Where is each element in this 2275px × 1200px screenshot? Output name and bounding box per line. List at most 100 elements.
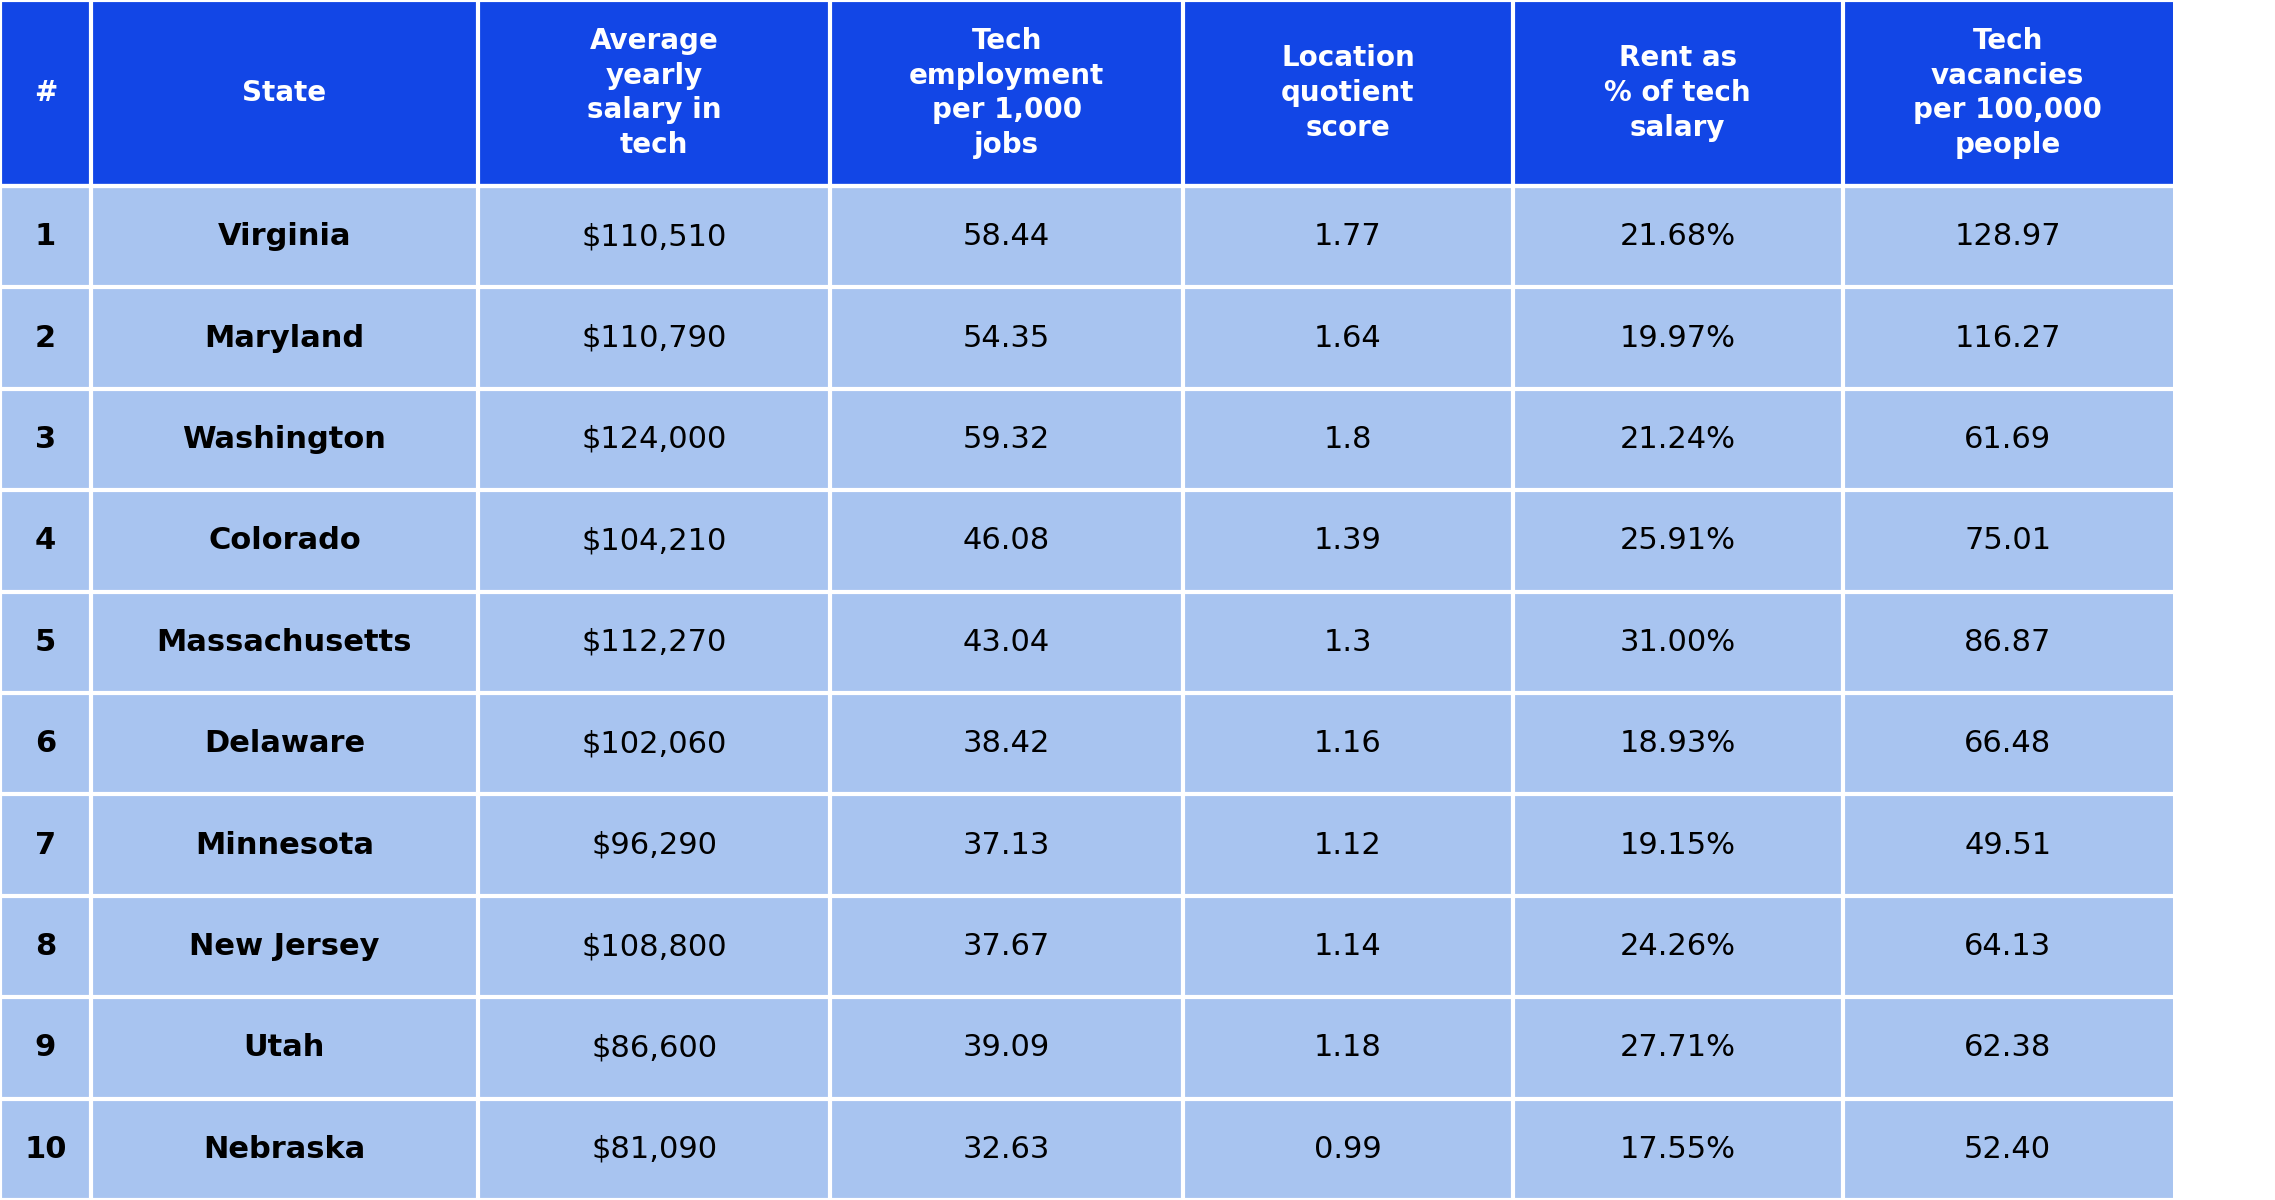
Text: 62.38: 62.38 [1963, 1033, 2052, 1062]
Bar [1843, 186, 2173, 288]
Bar [91, 895, 478, 997]
Text: $86,600: $86,600 [592, 1033, 717, 1062]
Text: 19.97%: 19.97% [1620, 324, 1736, 353]
Bar [830, 895, 1183, 997]
Text: 37.13: 37.13 [962, 830, 1051, 859]
Bar [1513, 997, 1843, 1099]
Text: 17.55%: 17.55% [1620, 1135, 1736, 1164]
Bar [91, 692, 478, 794]
Bar [0, 592, 91, 692]
Text: 27.71%: 27.71% [1620, 1033, 1736, 1062]
Text: $112,270: $112,270 [582, 628, 726, 656]
Bar [91, 186, 478, 288]
Bar [1513, 692, 1843, 794]
Text: 3: 3 [34, 425, 57, 454]
Bar [0, 794, 91, 895]
Bar [1513, 1099, 1843, 1200]
Text: Minnesota: Minnesota [196, 830, 373, 859]
Text: 1.8: 1.8 [1324, 425, 1372, 454]
Bar [478, 1099, 830, 1200]
Text: 25.91%: 25.91% [1620, 527, 1736, 556]
Bar [0, 895, 91, 997]
Bar [1843, 794, 2173, 895]
Text: $96,290: $96,290 [592, 830, 717, 859]
Bar [1183, 0, 1513, 186]
Text: Virginia: Virginia [218, 222, 350, 251]
Bar [1843, 997, 2173, 1099]
Text: 64.13: 64.13 [1963, 932, 2052, 961]
Text: $110,790: $110,790 [582, 324, 726, 353]
Bar [830, 997, 1183, 1099]
Text: #: # [34, 79, 57, 107]
Bar [0, 186, 91, 288]
Bar [1843, 0, 2173, 186]
Text: 7: 7 [34, 830, 57, 859]
Bar [1183, 490, 1513, 592]
Text: 1.77: 1.77 [1315, 222, 1381, 251]
Text: 1.14: 1.14 [1315, 932, 1381, 961]
Bar [91, 0, 478, 186]
Text: 21.68%: 21.68% [1620, 222, 1736, 251]
Bar [478, 997, 830, 1099]
Bar [0, 997, 91, 1099]
Bar [0, 0, 91, 186]
Text: 75.01: 75.01 [1963, 527, 2052, 556]
Text: 31.00%: 31.00% [1620, 628, 1736, 656]
Text: 24.26%: 24.26% [1620, 932, 1736, 961]
Text: State: State [243, 79, 325, 107]
Text: Utah: Utah [243, 1033, 325, 1062]
Bar [1183, 895, 1513, 997]
Bar [0, 490, 91, 592]
Text: New Jersey: New Jersey [189, 932, 380, 961]
Bar [1513, 592, 1843, 692]
Bar [830, 592, 1183, 692]
Text: Tech
vacancies
per 100,000
people: Tech vacancies per 100,000 people [1913, 28, 2102, 158]
Text: 37.67: 37.67 [962, 932, 1051, 961]
Bar [1513, 895, 1843, 997]
Text: Nebraska: Nebraska [202, 1135, 366, 1164]
Bar [91, 997, 478, 1099]
Text: 54.35: 54.35 [962, 324, 1051, 353]
Bar [478, 794, 830, 895]
Text: 19.15%: 19.15% [1620, 830, 1736, 859]
Bar [1843, 895, 2173, 997]
Bar [1843, 592, 2173, 692]
Text: 4: 4 [34, 527, 57, 556]
Text: $124,000: $124,000 [582, 425, 726, 454]
Text: Tech
employment
per 1,000
jobs: Tech employment per 1,000 jobs [910, 28, 1103, 158]
Bar [91, 490, 478, 592]
Text: 116.27: 116.27 [1954, 324, 2061, 353]
Text: Delaware: Delaware [205, 730, 364, 758]
Text: 43.04: 43.04 [962, 628, 1051, 656]
Text: 1.64: 1.64 [1315, 324, 1381, 353]
Text: Rent as
% of tech
salary: Rent as % of tech salary [1604, 44, 1752, 142]
Text: 66.48: 66.48 [1963, 730, 2052, 758]
Bar [1183, 997, 1513, 1099]
Text: 52.40: 52.40 [1963, 1135, 2052, 1164]
Bar [478, 592, 830, 692]
Bar [830, 794, 1183, 895]
Bar [478, 389, 830, 490]
Text: 1.3: 1.3 [1324, 628, 1372, 656]
Text: 58.44: 58.44 [962, 222, 1051, 251]
Text: 49.51: 49.51 [1963, 830, 2052, 859]
Bar [1183, 692, 1513, 794]
Bar [91, 592, 478, 692]
Text: 61.69: 61.69 [1963, 425, 2052, 454]
Bar [1183, 288, 1513, 389]
Bar [1183, 592, 1513, 692]
Bar [1843, 389, 2173, 490]
Text: Maryland: Maryland [205, 324, 364, 353]
Bar [91, 794, 478, 895]
Text: 6: 6 [34, 730, 57, 758]
Bar [478, 692, 830, 794]
Bar [1513, 0, 1843, 186]
Bar [478, 895, 830, 997]
Text: 128.97: 128.97 [1954, 222, 2061, 251]
Bar [91, 288, 478, 389]
Text: 8: 8 [34, 932, 57, 961]
Bar [1183, 389, 1513, 490]
Bar [478, 288, 830, 389]
Text: 2: 2 [34, 324, 57, 353]
Text: Colorado: Colorado [207, 527, 362, 556]
